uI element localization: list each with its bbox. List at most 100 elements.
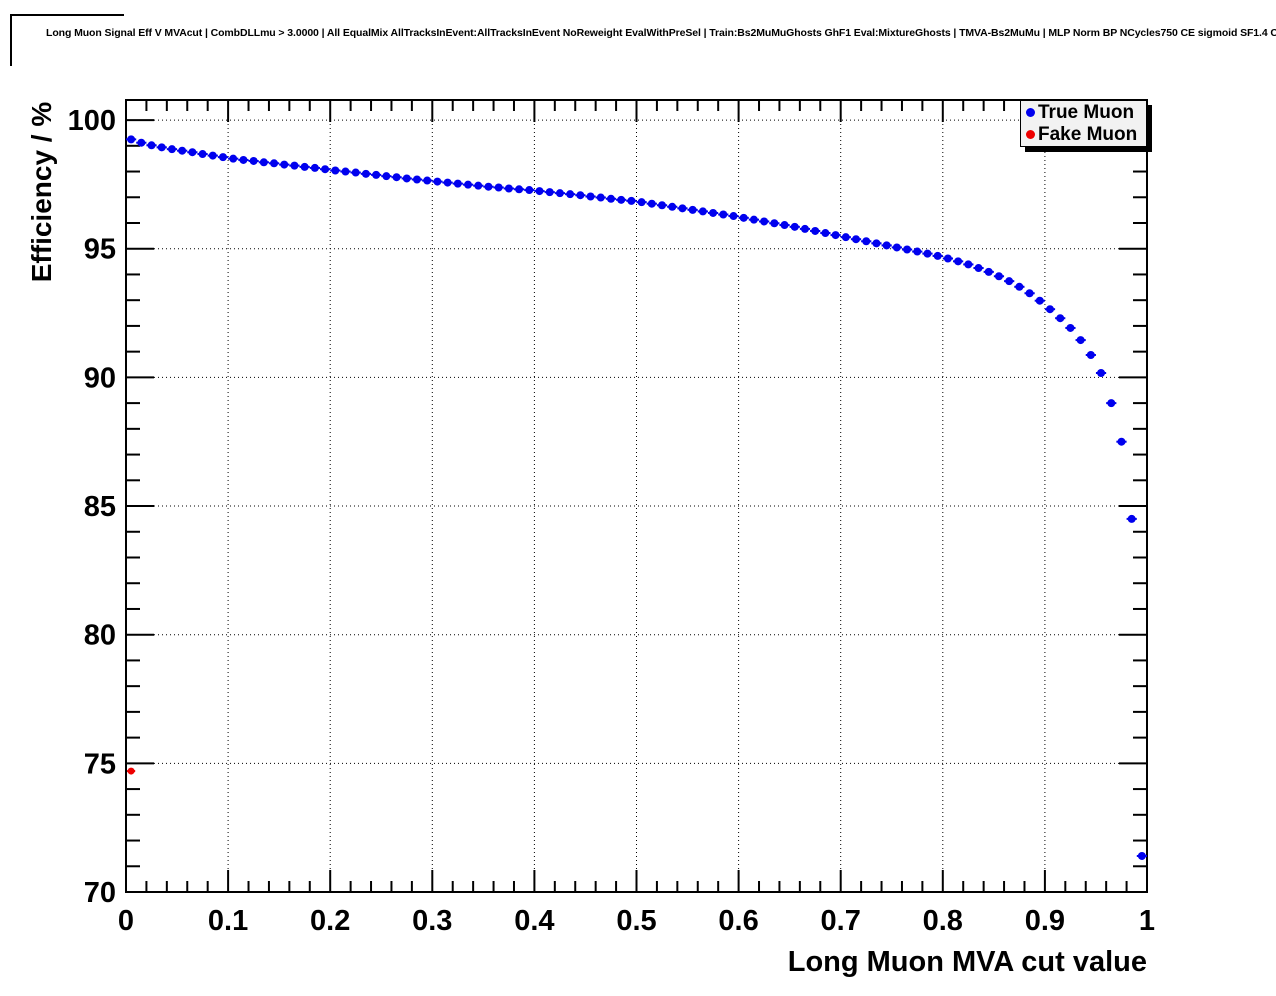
x-tick-label: 0.5 <box>616 905 656 937</box>
data-point <box>280 160 289 169</box>
data-point <box>852 235 861 244</box>
data-point <box>239 155 248 164</box>
data-point <box>504 184 513 193</box>
y-tick-label: 85 <box>84 491 116 523</box>
data-point <box>331 166 340 175</box>
data-point <box>913 247 922 256</box>
x-tick-label: 0.9 <box>1025 905 1065 937</box>
data-point <box>188 148 197 157</box>
data-point <box>1117 437 1126 446</box>
data-point <box>1035 296 1044 305</box>
data-point <box>923 249 932 258</box>
series-true-muon <box>126 135 1147 860</box>
data-point <box>1137 851 1146 860</box>
data-point <box>1107 399 1116 408</box>
data-point <box>811 226 820 235</box>
data-point <box>882 241 891 250</box>
x-tick-label: 0.6 <box>718 905 758 937</box>
x-tick-label: 1 <box>1139 905 1155 937</box>
legend-label-true-muon: True Muon <box>1038 102 1135 124</box>
data-point <box>474 181 483 190</box>
data-point <box>433 177 442 186</box>
data-point <box>484 182 493 191</box>
y-tick-label: 75 <box>84 748 116 780</box>
data-point <box>760 217 769 226</box>
data-point <box>1015 282 1024 291</box>
x-tick-label: 0.3 <box>412 905 452 937</box>
data-point <box>382 172 391 181</box>
data-point <box>617 195 626 204</box>
data-point <box>208 151 217 160</box>
data-point <box>147 141 156 150</box>
data-point <box>321 165 330 174</box>
data-point <box>545 188 554 197</box>
x-tick-label: 0.2 <box>310 905 350 937</box>
data-point <box>412 175 421 184</box>
data-point <box>535 187 544 196</box>
data-point <box>984 267 993 276</box>
data-point <box>127 767 135 775</box>
data-point <box>954 257 963 266</box>
data-point <box>372 170 381 179</box>
legend-label-fake-muon: Fake Muon <box>1038 123 1138 145</box>
y-tick-label: 80 <box>84 620 116 652</box>
data-point <box>515 185 524 194</box>
data-point <box>525 186 534 195</box>
data-point <box>903 245 912 254</box>
data-point <box>1086 350 1095 359</box>
data-point <box>800 224 809 233</box>
canvas-corner-mark <box>10 14 124 66</box>
data-point <box>1005 277 1014 286</box>
data-point <box>790 222 799 231</box>
data-point <box>647 199 656 208</box>
data-point <box>270 159 279 168</box>
data-point <box>178 146 187 155</box>
legend-item-true-muon: True Muon <box>1026 103 1146 122</box>
data-point <box>596 193 605 202</box>
data-point <box>678 204 687 213</box>
data-point <box>392 173 401 182</box>
data-point <box>137 138 146 147</box>
data-point <box>1066 323 1075 332</box>
data-point <box>933 251 942 260</box>
data-point <box>994 272 1003 281</box>
data-point <box>637 198 646 207</box>
data-point <box>770 219 779 228</box>
data-point <box>453 179 462 188</box>
true-muon-marker-icon <box>1026 108 1035 118</box>
fake-muon-marker-icon <box>1026 129 1035 139</box>
data-point <box>1076 336 1085 345</box>
x-tick-label: 0.7 <box>821 905 861 937</box>
legend-item-fake-muon: Fake Muon <box>1026 125 1146 144</box>
data-point <box>719 210 728 219</box>
data-point <box>494 183 503 192</box>
y-tick-label: 95 <box>84 234 116 266</box>
y-tick-label: 90 <box>84 362 116 394</box>
series-fake-muon <box>127 767 136 775</box>
y-tick-label: 70 <box>84 877 116 909</box>
data-point <box>290 161 299 170</box>
data-point <box>157 143 166 152</box>
data-point <box>974 264 983 273</box>
data-point <box>688 205 697 214</box>
data-point <box>606 194 615 203</box>
x-tick-label: 0.4 <box>514 905 554 937</box>
data-point <box>351 168 360 177</box>
data-point <box>739 213 748 222</box>
data-point <box>310 163 319 172</box>
data-point <box>668 202 677 211</box>
data-point <box>576 191 585 200</box>
legend: True Muon Fake Muon <box>1020 100 1147 147</box>
data-point <box>709 208 718 217</box>
data-point <box>249 156 258 165</box>
data-point <box>841 233 850 242</box>
data-point <box>862 237 871 246</box>
data-point <box>1127 514 1136 523</box>
data-point <box>780 221 789 230</box>
data-point <box>443 178 452 187</box>
data-point <box>127 135 136 144</box>
data-point <box>1046 305 1055 314</box>
data-point <box>402 174 411 183</box>
